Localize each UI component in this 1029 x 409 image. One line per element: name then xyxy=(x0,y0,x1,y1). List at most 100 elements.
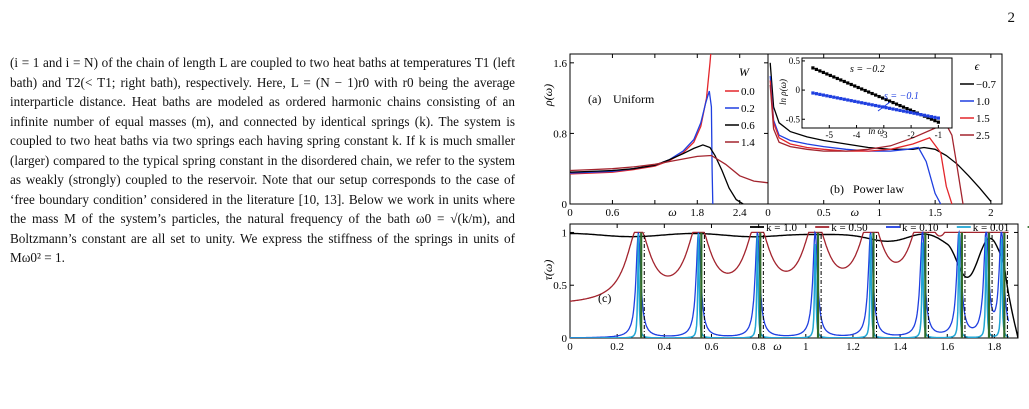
inset-data-point xyxy=(891,107,895,111)
inset-data-point xyxy=(891,100,895,105)
panel-c-x-tick-label: 1.2 xyxy=(846,341,860,350)
inset-data-point xyxy=(849,82,853,87)
inset-data-point xyxy=(821,93,825,97)
panel-a-legend-entry: 0.0 xyxy=(741,86,755,98)
panel-b-legend-entry: 1.0 xyxy=(976,96,990,108)
panel-a-uniform: 0 0.6 1.8 2.4 0 0.8 1.6 (a) Uniform ω ρ(ω) W 0.0 0.2 0… xyxy=(541,53,769,219)
inset-y-tick-label: -0.5 xyxy=(786,114,801,124)
panel-c-x-tick-label: 1.6 xyxy=(940,341,954,350)
inset-data-point xyxy=(814,92,818,96)
inset-data-point xyxy=(898,103,902,108)
inset-data-point xyxy=(867,90,871,94)
panel-c-x-tick-label: 0 xyxy=(567,341,573,350)
inset-data-point xyxy=(832,75,836,79)
panel-c-x-tick-label: 1.4 xyxy=(893,341,907,350)
inset-data-point xyxy=(929,115,933,119)
inset-data-point xyxy=(936,116,940,120)
series-k-0.10 xyxy=(570,229,1010,338)
page-number: 2 xyxy=(1007,10,1016,26)
inset-data-point xyxy=(887,106,892,110)
inset-x-tick-label: -1 xyxy=(935,130,943,140)
panel-b-x-tick-label: 2 xyxy=(988,207,994,219)
inset-data-point xyxy=(926,114,930,118)
inset-data-point xyxy=(832,95,836,99)
inset-data-point xyxy=(912,111,916,115)
panel-c-y-tick-label: 0 xyxy=(562,333,568,345)
panel-a-x-tick-label: 1.8 xyxy=(690,207,704,219)
inset-data-point xyxy=(835,76,839,81)
inset-x-tick-label: -5 xyxy=(826,130,834,140)
inset-xlabel: ln ω xyxy=(868,126,884,136)
inset-data-point xyxy=(933,119,937,123)
inset-data-point xyxy=(933,115,937,119)
panel-a-legend-entry: 0.6 xyxy=(741,120,755,132)
series-eps-1.5 xyxy=(769,80,953,205)
inset-annotation-s-0.2: s = −0.2 xyxy=(850,64,885,75)
inset-data-point xyxy=(811,66,815,70)
inset-data-point xyxy=(860,101,864,105)
panel-a-y-tick-label: 0 xyxy=(562,199,568,211)
panel-c-legend-entry: k = 0.10 xyxy=(902,222,939,234)
inset-x-tick-label: -2 xyxy=(907,130,915,140)
panel-b-x-tick-label: 0.5 xyxy=(817,207,831,219)
inset-data-point xyxy=(908,108,913,112)
panel-c-y-tick-label: 1 xyxy=(562,227,568,239)
panel-c-x-tick-label: 0.4 xyxy=(657,341,671,350)
panel-a-x-tick-label: 0.6 xyxy=(606,207,620,219)
inset-data-point xyxy=(901,109,906,113)
inset-data-point xyxy=(894,102,899,106)
panel-a-y-tick-label: 1.6 xyxy=(553,58,567,70)
figure: 0 0.6 1.8 2.400.81.6(a) Uniformωρ(ω)W0.00.20… xyxy=(541,53,1029,350)
inset-data-point xyxy=(839,78,843,82)
inset-data-point xyxy=(818,92,822,96)
inset-data-point xyxy=(929,117,933,121)
inset-data-point xyxy=(877,104,881,108)
inset-data-point xyxy=(915,112,920,116)
series-w-1.4 xyxy=(570,154,768,184)
panel-c-y-tick-label: 0.5 xyxy=(553,280,567,292)
panel-c-xlabel: ω xyxy=(773,339,781,350)
inset-y-tick-label: 0.5 xyxy=(789,56,801,66)
panel-a-title: Uniform xyxy=(613,92,655,106)
inset-data-point xyxy=(842,79,846,84)
inset-data-point xyxy=(839,96,843,101)
inset-data-point xyxy=(853,84,857,88)
inset-data-point xyxy=(901,105,906,109)
inset-data-point xyxy=(853,99,857,103)
inset-data-point xyxy=(922,113,927,117)
panel-a-legend-title: W xyxy=(739,65,750,79)
panel-b-legend-entry: 2.5 xyxy=(976,130,990,142)
inset-data-point xyxy=(856,85,860,90)
panel-a-legend-entry: 1.4 xyxy=(741,137,755,149)
inset-ylabel: ln ρ(ω) xyxy=(778,79,788,105)
inset-data-point xyxy=(919,112,923,117)
inset-data-point xyxy=(814,67,818,72)
panel-b-legend-entry: −0.7 xyxy=(976,79,996,91)
panel-c-legend-entry: k = 0.01 xyxy=(973,222,1009,234)
panel-b-x-tick-label: 1 xyxy=(877,207,883,219)
panel-b-xlabel: ω xyxy=(851,205,859,219)
inset-data-point xyxy=(849,99,853,103)
series-eps-2.5 xyxy=(769,84,964,205)
inset-data-point xyxy=(818,69,822,73)
inset-data-point xyxy=(821,70,825,75)
inset-data-point xyxy=(877,94,881,99)
panel-b-label: (b) xyxy=(830,182,844,196)
inset-data-point xyxy=(825,94,829,98)
panel-b-title: Power law xyxy=(853,182,904,196)
inset-data-point xyxy=(874,103,878,108)
panel-c-ylabel: τ(ω) xyxy=(541,260,555,281)
inset-data-point xyxy=(846,98,850,102)
inset-data-point xyxy=(863,101,867,106)
panel-a-x-tick-label: 0 xyxy=(567,207,573,219)
panel-c-x-tick-label: 0.6 xyxy=(705,341,719,350)
inset-data-point xyxy=(860,87,864,91)
inset-data-point xyxy=(898,108,902,113)
inset-data-point xyxy=(856,100,860,104)
panel-a-x-tick-label: 2.4 xyxy=(733,207,747,219)
body-paragraph: (i = 1 and i = N) of the chain of length… xyxy=(10,55,515,265)
panel-a-label: (a) xyxy=(588,92,601,106)
panel-c-x-tick-label: 1.8 xyxy=(988,341,1002,350)
inset-data-point xyxy=(908,110,913,115)
inset-data-point xyxy=(881,96,885,100)
